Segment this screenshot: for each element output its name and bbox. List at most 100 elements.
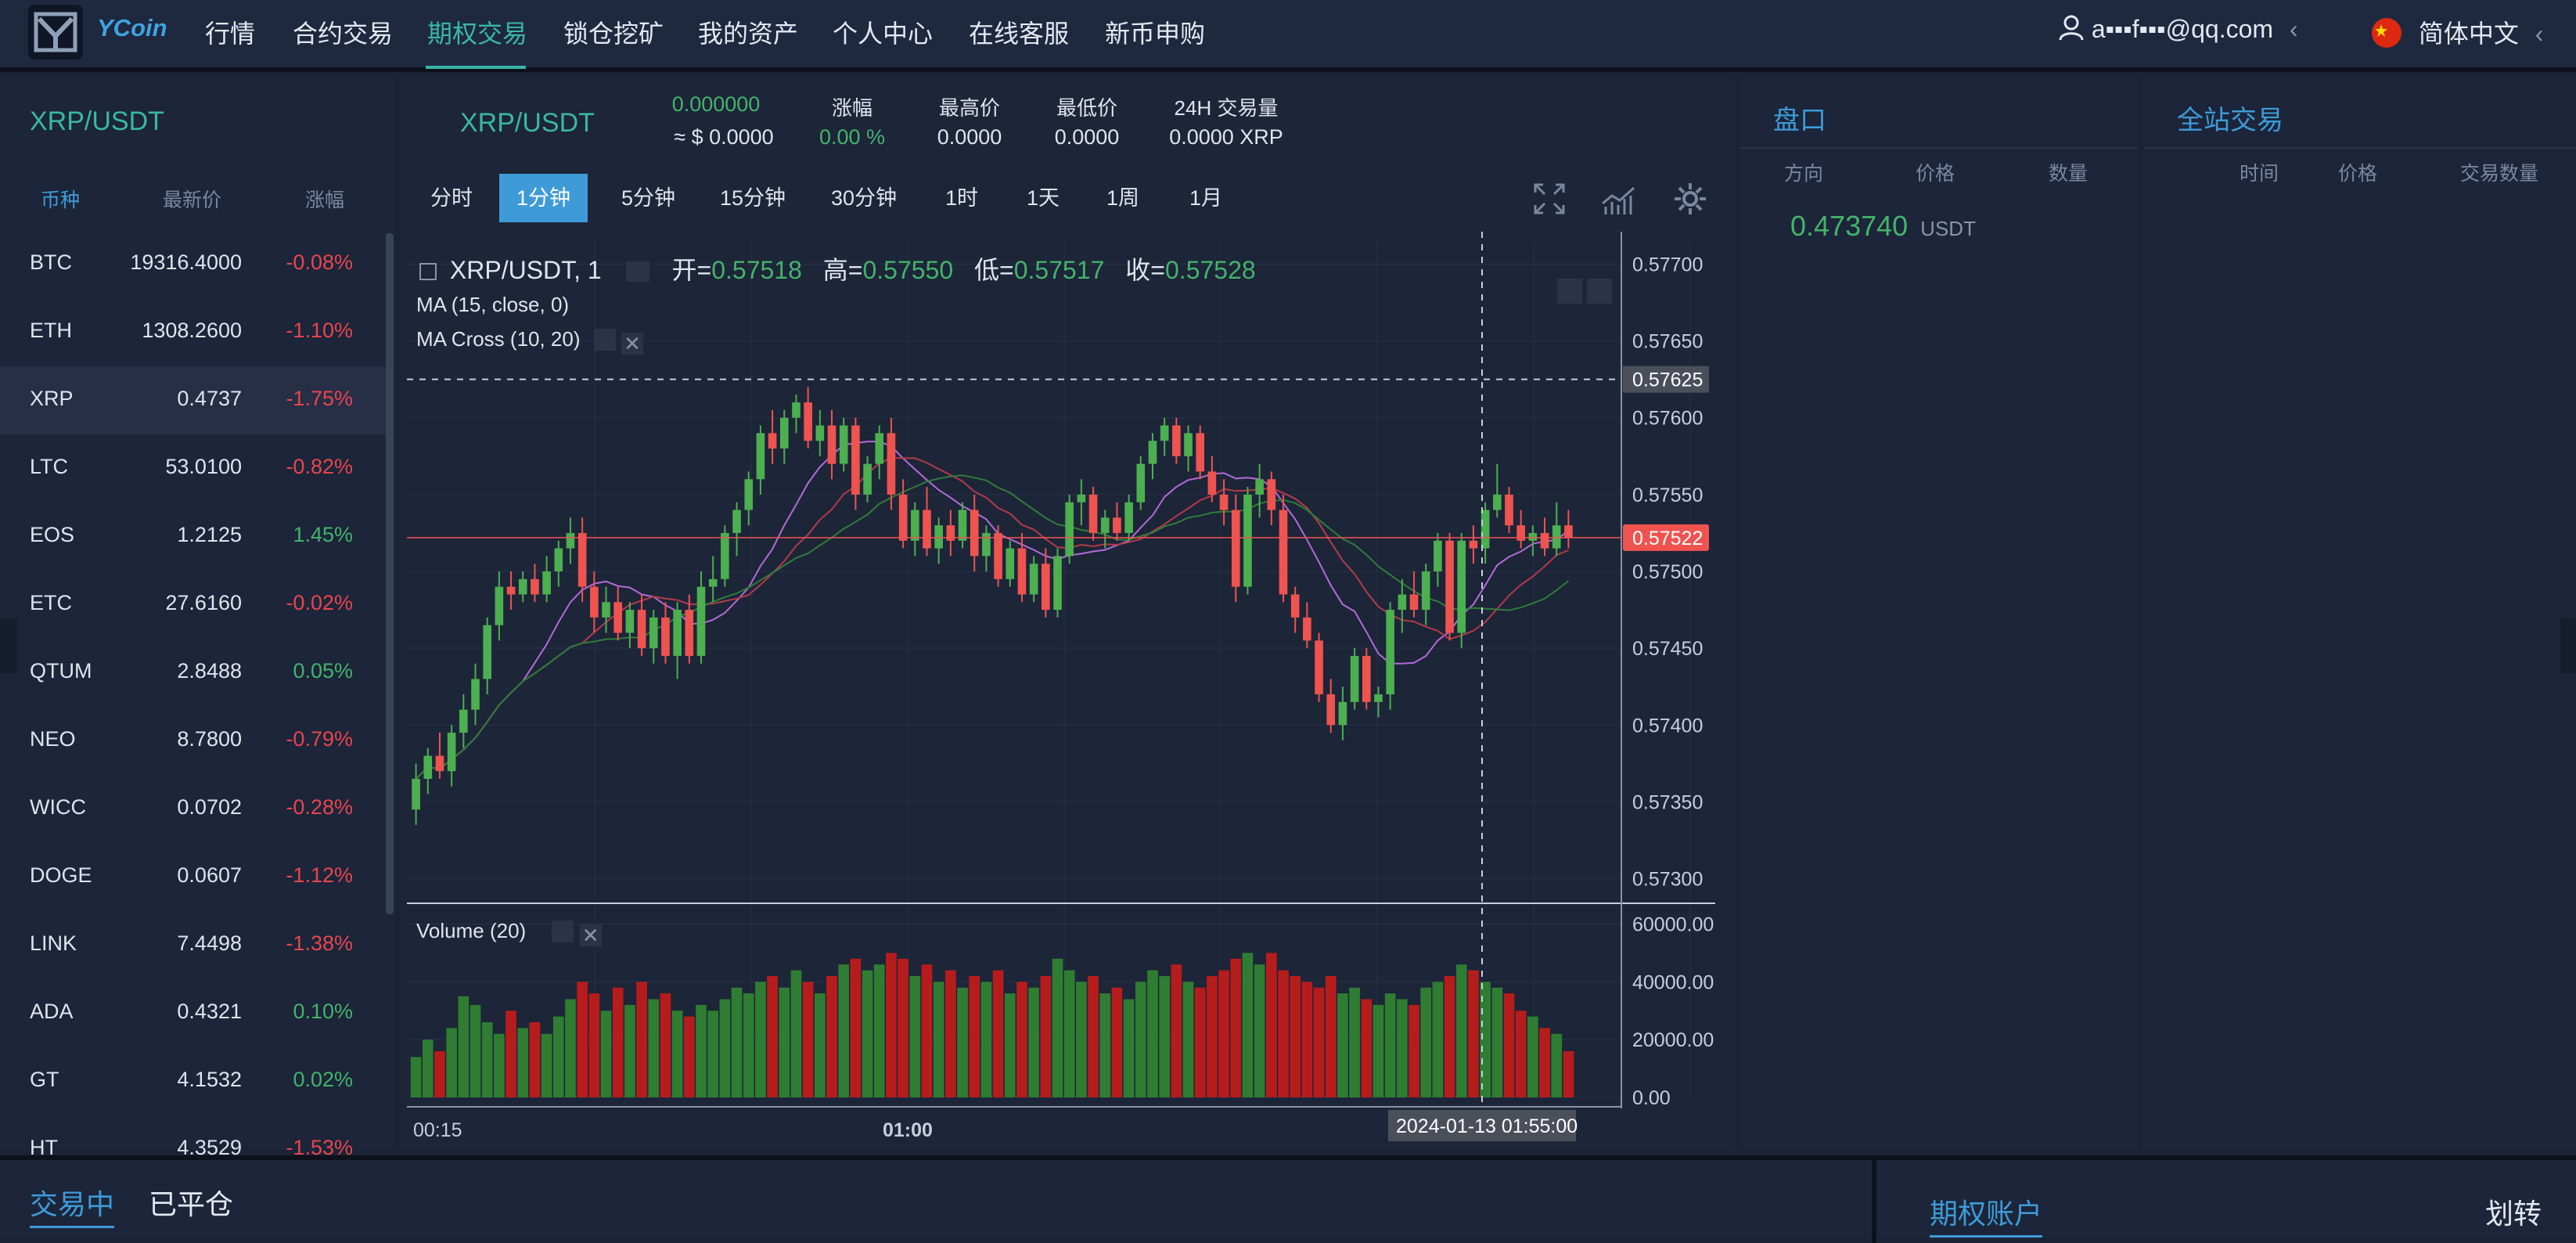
legend-high: 0.57550: [862, 256, 954, 284]
market-row-ltc[interactable]: LTC 53.0100 -0.82%: [0, 434, 389, 503]
timeframe-8[interactable]: 1月: [1189, 186, 1223, 210]
tab-closed[interactable]: 已平仓: [149, 1188, 234, 1220]
indicators-icon[interactable]: [1599, 180, 1637, 218]
volume-settings-icon[interactable]: [552, 921, 574, 942]
volume-bar: [671, 1011, 683, 1097]
logo-text[interactable]: YCoin: [97, 14, 167, 41]
tab-trading[interactable]: 交易中: [30, 1182, 115, 1228]
timeframe-1[interactable]: 1分钟: [499, 174, 588, 222]
price-tick-label: 0.57700: [1632, 254, 1703, 276]
nav-contract-trading[interactable]: 合约交易: [293, 20, 394, 48]
book-col-quantity: 数量: [2049, 163, 2089, 185]
scroll-left-icon[interactable]: [1557, 279, 1582, 304]
candle-body: [531, 578, 539, 595]
col-change[interactable]: 涨幅: [305, 189, 345, 211]
candle-body: [1100, 517, 1110, 533]
volume-close-icon[interactable]: ✕: [579, 924, 602, 946]
volume-bar: [1432, 982, 1444, 1097]
candle-body: [1231, 510, 1240, 587]
volume-bar: [1028, 987, 1039, 1097]
candle-body: [994, 532, 1002, 579]
market-row-doge[interactable]: DOGE 0.0607 -1.12%: [0, 843, 389, 911]
market-row-neo[interactable]: NEO 8.7800 -0.79%: [0, 707, 389, 775]
nav-my-assets[interactable]: 我的资产: [698, 20, 799, 48]
market-row-wicc[interactable]: WICC 0.0702 -0.28%: [0, 775, 389, 843]
market-change: 0.05%: [293, 659, 353, 683]
options-account-tab[interactable]: 期权账户: [1930, 1191, 2043, 1238]
candle-body: [792, 402, 801, 418]
right-edge-handle[interactable]: [2560, 618, 2576, 673]
candle-body: [1088, 494, 1098, 533]
market-row-btc[interactable]: BTC 19316.4000 -0.08%: [0, 230, 389, 298]
candle-body: [875, 433, 884, 464]
market-row-xrp[interactable]: XRP 0.4737 -1.75%: [0, 366, 389, 434]
volume-bar: [636, 982, 647, 1097]
crosshair-price-box: [1623, 366, 1709, 393]
crosshair-time-label: 2024-01-13 01:55:00: [1396, 1115, 1578, 1137]
market-list-scrollbar[interactable]: [386, 233, 394, 914]
candle-body: [495, 586, 504, 625]
moving-average-lines: [415, 441, 1570, 780]
crosshair-time-box: [1388, 1110, 1576, 1141]
nav-options-trading[interactable]: 期权交易: [427, 20, 528, 48]
volume-bar: [1444, 975, 1455, 1097]
positions-bar: 交易中 已平仓 期权账户 划转: [0, 1155, 2576, 1243]
market-row-eos[interactable]: EOS 1.2125 1.45%: [0, 503, 389, 571]
candle-body: [1243, 494, 1252, 587]
volume-bar: [1076, 982, 1087, 1097]
candle-body: [1564, 525, 1573, 538]
market-price: 27.6160: [165, 591, 242, 614]
nav-online-support[interactable]: 在线客服: [969, 20, 1070, 48]
market-row-qtum[interactable]: QTUM 2.8488 0.05%: [0, 639, 389, 707]
nav-new-coin-subscription[interactable]: 新币申购: [1105, 20, 1206, 48]
candle-body: [768, 433, 777, 449]
study-settings-icon[interactable]: [593, 329, 616, 351]
candle-body: [1338, 701, 1347, 726]
scroll-right-icon[interactable]: [1587, 279, 1612, 304]
settings-icon[interactable]: [1671, 180, 1709, 218]
col-latest-price[interactable]: 最新价: [163, 189, 222, 211]
logo-icon[interactable]: [28, 5, 83, 59]
timeframe-6[interactable]: 1天: [1027, 186, 1060, 210]
price-chart[interactable]: 0.57700 0.57650 0.57600 0.57550 0.57500 0.574…: [401, 232, 1734, 1151]
transfer-button[interactable]: 划转: [2485, 1198, 2542, 1230]
market-row-ada[interactable]: ADA 0.4321 0.10%: [0, 979, 389, 1047]
left-edge-handle[interactable]: [0, 618, 17, 673]
nav-personal-center[interactable]: 个人中心: [833, 20, 934, 48]
market-change: -1.38%: [286, 931, 353, 955]
collapse-icon[interactable]: [419, 263, 437, 280]
language-selector[interactable]: 简体中文 ‹: [2371, 14, 2543, 50]
timeframe-3[interactable]: 15分钟: [720, 186, 786, 210]
user-menu[interactable]: a▪▪▪f▪▪▪@qq.com ‹: [2058, 14, 2298, 44]
timeframe-4[interactable]: 30分钟: [831, 186, 898, 210]
timeframe-5[interactable]: 1时: [945, 186, 979, 210]
market-change: 0.10%: [293, 1000, 353, 1023]
volume-bar: [719, 999, 731, 1097]
timeframe-2[interactable]: 5分钟: [621, 186, 676, 210]
market-row-link[interactable]: LINK 7.4498 -1.38%: [0, 911, 389, 979]
col-coin[interactable]: 币种: [41, 189, 81, 211]
volume-bar: [1088, 975, 1099, 1097]
candle-body: [1516, 525, 1525, 541]
nav-lock-mining[interactable]: 锁仓挖矿: [563, 20, 664, 48]
nav-market[interactable]: 行情: [205, 20, 256, 48]
timeframe-7[interactable]: 1周: [1106, 186, 1140, 210]
candle-body: [1362, 655, 1371, 702]
candle-body: [661, 617, 670, 656]
study-close-icon[interactable]: ✕: [621, 333, 643, 355]
volume-bar: [992, 970, 1004, 1097]
market-row-etc[interactable]: ETC 27.6160 -0.02%: [0, 571, 389, 639]
study-ma[interactable]: MA (15, close, 0): [416, 293, 570, 316]
timeframe-0[interactable]: 分时: [430, 186, 473, 210]
volume-bar: [1182, 982, 1194, 1097]
candle-body: [1552, 525, 1561, 549]
market-row-gt[interactable]: GT 4.1532 0.02%: [0, 1047, 389, 1115]
candle-body: [1172, 425, 1181, 456]
fullscreen-icon[interactable]: [1531, 180, 1568, 218]
volume-bar: [458, 996, 470, 1097]
market-coin: WICC: [30, 795, 86, 819]
study-volume[interactable]: Volume (20) ✕: [416, 919, 602, 946]
market-row-eth[interactable]: ETH 1308.2600 -1.10%: [0, 298, 389, 366]
legend-toggle-icon[interactable]: [625, 261, 649, 282]
study-ma-cross[interactable]: MA Cross (10, 20) ✕: [416, 327, 643, 355]
